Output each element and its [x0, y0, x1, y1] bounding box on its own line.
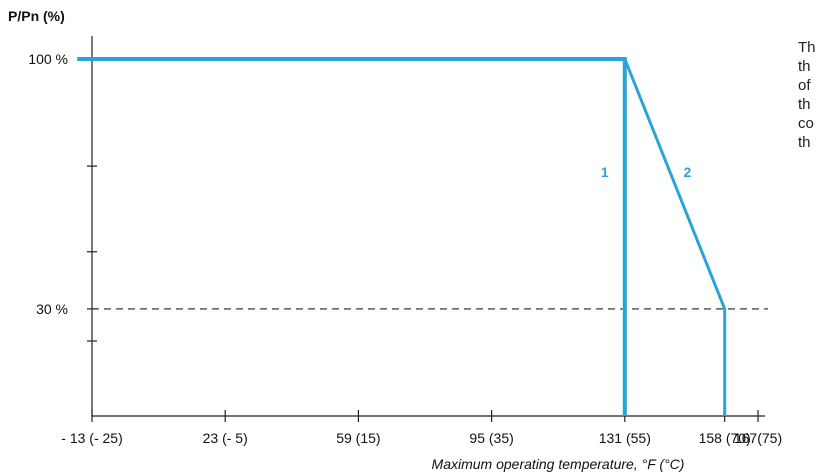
y-tick-label: 30 % [36, 301, 68, 317]
x-axis-title: Maximum operating temperature, °F (°C) [432, 456, 685, 472]
y-tick-label: 100 % [28, 51, 68, 67]
side-note-line: th [798, 96, 811, 113]
side-note-line: th [798, 134, 811, 151]
series-2-label: 2 [684, 164, 692, 180]
x-tick-label: 59 (15) [336, 430, 380, 446]
x-tick-label: 23 (- 5) [203, 430, 248, 446]
side-note-line: Th [798, 39, 816, 56]
side-note-line: co [798, 115, 814, 132]
series-1-label: 1 [601, 164, 609, 180]
y-axis-title: P/Pn (%) [8, 8, 65, 24]
side-note-line: of [798, 77, 811, 94]
series-2-line [623, 58, 727, 416]
series-1-line [77, 57, 627, 416]
x-tick-label: - 13 (- 25) [61, 430, 122, 446]
side-note-text: Th th of th co th [798, 38, 816, 152]
side-note-line: th [798, 58, 811, 75]
x-tick-label: 158 (70) [699, 430, 751, 446]
x-tick-label: 167(75) [734, 430, 782, 446]
x-tick-label: 95 (35) [469, 430, 513, 446]
x-tick-label: 131 (55) [599, 430, 651, 446]
chart-labels: 100 % 30 % - 13 (- 25) 23 (- 5) 59 (15) 95 (3… [28, 51, 782, 472]
axes [87, 36, 765, 422]
chart-marks [77, 57, 768, 416]
